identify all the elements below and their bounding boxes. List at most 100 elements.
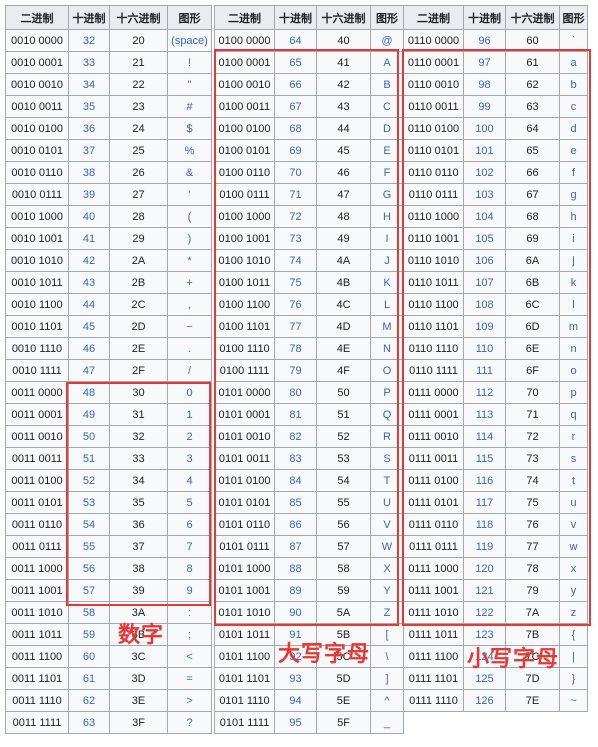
glyph-cell[interactable]: I [370,227,404,250]
decimal-cell[interactable]: 54 [68,513,110,536]
glyph-cell[interactable]: S [370,447,404,470]
decimal-cell[interactable]: 53 [68,491,110,514]
decimal-cell[interactable]: 42 [68,249,110,272]
decimal-cell[interactable]: 121 [463,579,506,602]
decimal-cell[interactable]: 82 [274,425,317,448]
glyph-cell[interactable]: t [559,469,588,492]
glyph-cell[interactable]: z [559,601,588,624]
decimal-cell[interactable]: 57 [68,579,110,602]
glyph-cell[interactable]: ? [167,711,212,734]
glyph-cell[interactable]: , [167,293,212,316]
glyph-cell[interactable]: ' [167,183,212,206]
decimal-cell[interactable]: 108 [463,293,506,316]
glyph-cell[interactable]: D [370,117,404,140]
glyph-cell[interactable]: k [559,271,588,294]
decimal-cell[interactable]: 36 [68,117,110,140]
decimal-cell[interactable]: 113 [463,403,506,426]
decimal-cell[interactable]: 73 [274,227,317,250]
glyph-cell[interactable]: ( [167,205,212,228]
decimal-cell[interactable]: 60 [68,645,110,668]
glyph-cell[interactable]: G [370,183,404,206]
decimal-cell[interactable]: 72 [274,205,317,228]
glyph-cell[interactable]: ! [167,51,212,74]
glyph-cell[interactable]: % [167,139,212,162]
decimal-cell[interactable]: 83 [274,447,317,470]
decimal-cell[interactable]: 115 [463,447,506,470]
glyph-cell[interactable]: Y [370,579,404,602]
header-glyph[interactable]: 图形 [370,5,404,30]
decimal-cell[interactable]: 43 [68,271,110,294]
decimal-cell[interactable]: 93 [274,667,317,690]
header-binary[interactable]: 二进制 [214,5,275,30]
glyph-cell[interactable]: e [559,139,588,162]
glyph-cell[interactable]: { [559,623,588,646]
glyph-cell[interactable]: + [167,271,212,294]
decimal-cell[interactable]: 96 [463,29,506,52]
decimal-cell[interactable]: 50 [68,425,110,448]
decimal-cell[interactable]: 110 [463,337,506,360]
decimal-cell[interactable]: 105 [463,227,506,250]
glyph-cell[interactable]: \ [370,645,404,668]
glyph-cell[interactable]: N [370,337,404,360]
glyph-cell[interactable]: 2 [167,425,212,448]
decimal-cell[interactable]: 94 [274,689,317,712]
glyph-cell[interactable]: 7 [167,535,212,558]
glyph-cell[interactable]: . [167,337,212,360]
decimal-cell[interactable]: 66 [274,73,317,96]
decimal-cell[interactable]: 47 [68,359,110,382]
glyph-cell[interactable]: 4 [167,469,212,492]
glyph-cell[interactable]: v [559,513,588,536]
decimal-cell[interactable]: 98 [463,73,506,96]
decimal-cell[interactable]: 86 [274,513,317,536]
glyph-cell[interactable]: 1 [167,403,212,426]
decimal-cell[interactable]: 74 [274,249,317,272]
decimal-cell[interactable]: 116 [463,469,506,492]
glyph-cell[interactable]: d [559,117,588,140]
glyph-cell[interactable]: K [370,271,404,294]
glyph-cell[interactable]: 9 [167,579,212,602]
decimal-cell[interactable]: 56 [68,557,110,580]
header-glyph[interactable]: 图形 [167,5,212,30]
decimal-cell[interactable]: 103 [463,183,506,206]
glyph-cell[interactable]: T [370,469,404,492]
decimal-cell[interactable]: 46 [68,337,110,360]
glyph-cell[interactable]: L [370,293,404,316]
glyph-cell[interactable]: (space) [167,29,212,52]
decimal-cell[interactable]: 49 [68,403,110,426]
glyph-cell[interactable]: b [559,73,588,96]
glyph-cell[interactable]: n [559,337,588,360]
glyph-cell[interactable]: g [559,183,588,206]
glyph-cell[interactable]: s [559,447,588,470]
glyph-cell[interactable]: ~ [559,689,588,712]
glyph-cell[interactable]: : [167,601,212,624]
glyph-cell[interactable]: * [167,249,212,272]
glyph-cell[interactable]: ] [370,667,404,690]
glyph-cell[interactable]: x [559,557,588,580]
glyph-cell[interactable]: ` [559,29,588,52]
glyph-cell[interactable]: h [559,205,588,228]
header-hex[interactable]: 十六进制 [316,5,371,30]
glyph-cell[interactable]: M [370,315,404,338]
glyph-cell[interactable]: 0 [167,381,212,404]
glyph-cell[interactable]: Q [370,403,404,426]
glyph-cell[interactable]: c [559,95,588,118]
glyph-cell[interactable]: a [559,51,588,74]
glyph-cell[interactable]: 8 [167,557,212,580]
decimal-cell[interactable]: 58 [68,601,110,624]
decimal-cell[interactable]: 111 [463,359,506,382]
decimal-cell[interactable]: 44 [68,293,110,316]
decimal-cell[interactable]: 75 [274,271,317,294]
header-decimal[interactable]: 十进制 [274,5,317,30]
glyph-cell[interactable]: ; [167,623,212,646]
glyph-cell[interactable]: P [370,381,404,404]
glyph-cell[interactable]: R [370,425,404,448]
glyph-cell[interactable]: _ [370,711,404,734]
decimal-cell[interactable]: 64 [274,29,317,52]
decimal-cell[interactable]: 104 [463,205,506,228]
decimal-cell[interactable]: 70 [274,161,317,184]
decimal-cell[interactable]: 39 [68,183,110,206]
header-binary[interactable]: 二进制 [5,5,69,30]
glyph-cell[interactable]: @ [370,29,404,52]
decimal-cell[interactable]: 87 [274,535,317,558]
glyph-cell[interactable]: p [559,381,588,404]
